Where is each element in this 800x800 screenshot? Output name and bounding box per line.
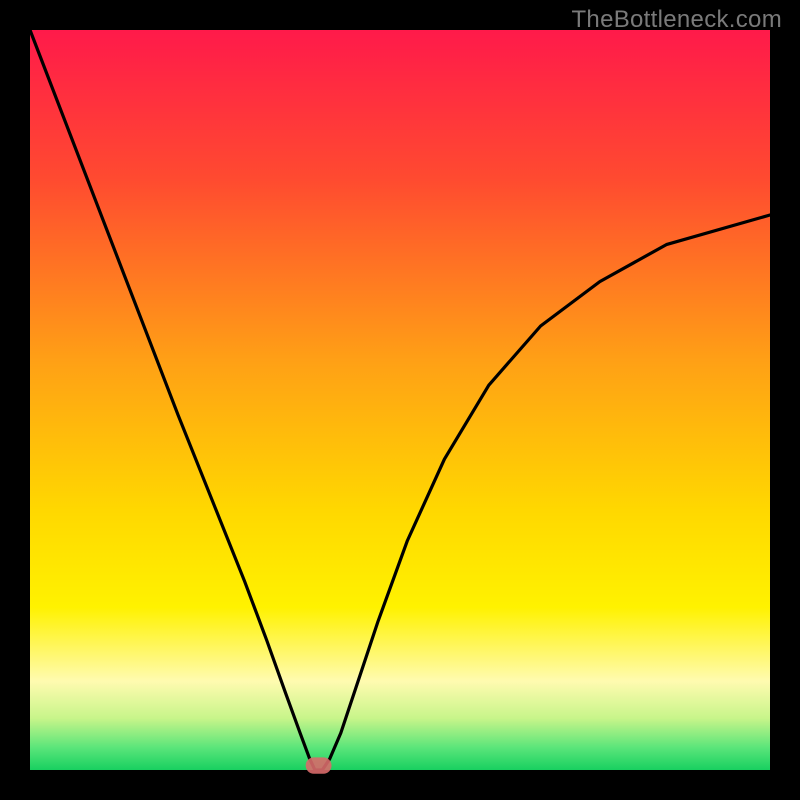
optimum-marker <box>306 757 332 773</box>
chart-background <box>30 30 770 770</box>
chart-container: TheBottleneck.com <box>0 0 800 800</box>
bottleneck-curve-chart <box>0 0 800 800</box>
watermark-text: TheBottleneck.com <box>571 6 782 34</box>
